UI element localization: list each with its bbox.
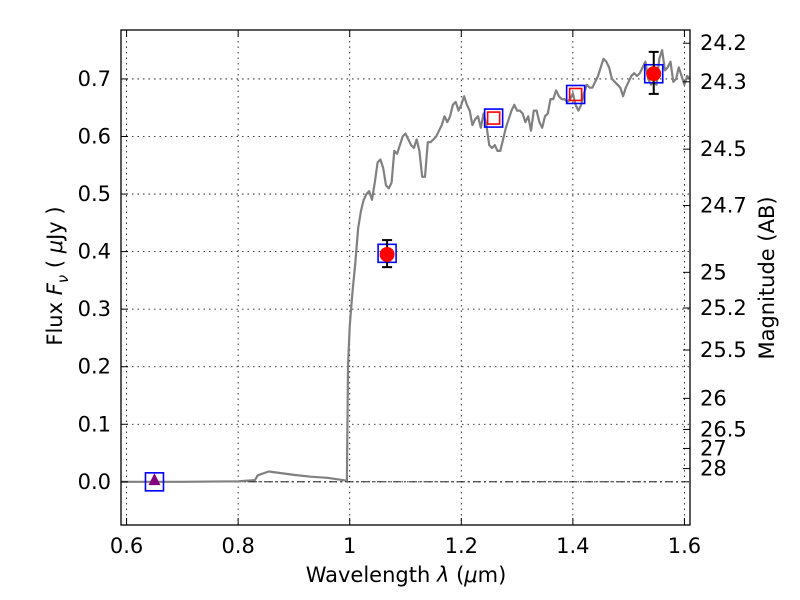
y-tick-label: 0.1 xyxy=(78,412,111,436)
y2-tick-label: 24.2 xyxy=(700,31,747,55)
data-markers xyxy=(144,50,664,492)
x-tick-label: 1.6 xyxy=(668,534,701,558)
purple-triangle-marker xyxy=(148,473,161,486)
y2-tick-label: 26 xyxy=(700,386,727,410)
y2-tick-label: 26.5 xyxy=(700,417,747,441)
x-tick-labels: 0.6 0.8 1 1.2 1.4 1.6 xyxy=(110,534,701,558)
y-tick-labels: 0.0 0.1 0.2 0.3 0.4 0.5 0.6 0.7 xyxy=(78,67,111,494)
red-circle-marker xyxy=(646,66,662,82)
x-tick-label: 0.6 xyxy=(110,534,143,558)
y-axis-title: Flux Fν ( μJy ) xyxy=(43,206,72,345)
red-circle-marker xyxy=(379,246,395,262)
y-tick-label: 0.5 xyxy=(78,182,111,206)
y2-tick-label: 27 xyxy=(700,436,727,460)
blue-square-marker xyxy=(565,84,586,105)
y-tick-label: 0.7 xyxy=(78,67,111,91)
red-square-marker xyxy=(568,87,583,102)
axis-ticks xyxy=(121,30,690,525)
x-tick-label: 0.8 xyxy=(221,534,254,558)
y2-tick-label: 24.5 xyxy=(700,137,747,161)
x-axis-title: Wavelength λ (μm) xyxy=(306,563,507,587)
blue-square-marker xyxy=(483,108,504,128)
blue-square-marker xyxy=(144,472,165,492)
plot-frame xyxy=(120,29,691,526)
y-tick-label: 0.4 xyxy=(78,240,111,264)
y2-tick-label: 24.7 xyxy=(700,194,747,218)
y-tick-label: 0.3 xyxy=(78,297,111,321)
y-tick-label: 0.0 xyxy=(78,470,111,494)
y2-axis-title: Magnitude (AB) xyxy=(755,196,779,359)
model-spectrum-line xyxy=(121,48,691,483)
y-tick-label: 0.2 xyxy=(78,355,111,379)
x-tick-label: 1 xyxy=(343,534,356,558)
y2-tick-label: 25 xyxy=(700,260,727,284)
red-square-marker xyxy=(486,111,501,125)
y2-tick-label: 24.3 xyxy=(700,70,747,94)
y2-tick-label: 25.2 xyxy=(700,296,747,320)
y-tick-label: 0.6 xyxy=(78,124,111,148)
y2-tick-label: 28 xyxy=(700,457,727,481)
x-tick-label: 1.4 xyxy=(556,534,589,558)
x-tick-label: 1.2 xyxy=(445,534,478,558)
y2-tick-label: 25.5 xyxy=(700,338,747,362)
